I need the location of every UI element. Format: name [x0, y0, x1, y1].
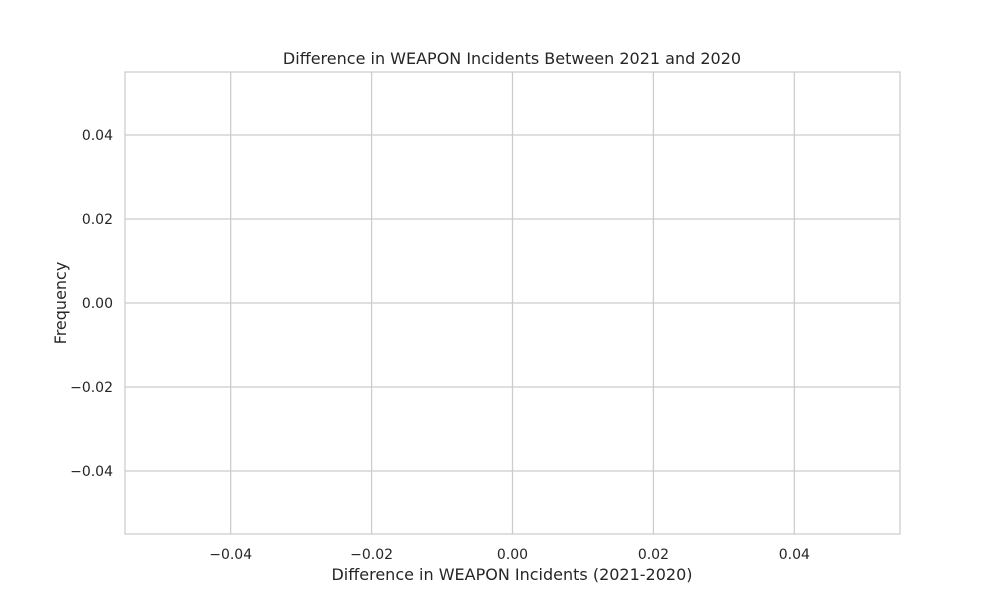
grid-lines [125, 72, 900, 534]
y-tick-label: 0.02 [82, 212, 113, 228]
x-axis-ticks: −0.04 −0.02 0.00 0.02 0.04 [209, 547, 810, 563]
x-tick-label: −0.02 [350, 547, 393, 563]
y-tick-label: 0.04 [82, 128, 113, 144]
plot-frame [124, 71, 901, 535]
chart-title: Difference in WEAPON Incidents Between 2… [283, 49, 741, 68]
y-tick-label: −0.04 [70, 464, 113, 480]
x-tick-label: −0.04 [209, 547, 252, 563]
y-axis-ticks: 0.04 0.02 0.00 −0.02 −0.04 [70, 128, 113, 480]
x-axis-label: Difference in WEAPON Incidents (2021-202… [331, 565, 692, 584]
y-tick-label: 0.00 [82, 296, 113, 312]
y-axis-label: Frequency [51, 262, 70, 345]
x-tick-label: 0.00 [497, 547, 528, 563]
x-tick-label: 0.04 [779, 547, 810, 563]
x-tick-label: 0.02 [638, 547, 669, 563]
y-tick-label: −0.02 [70, 380, 113, 396]
